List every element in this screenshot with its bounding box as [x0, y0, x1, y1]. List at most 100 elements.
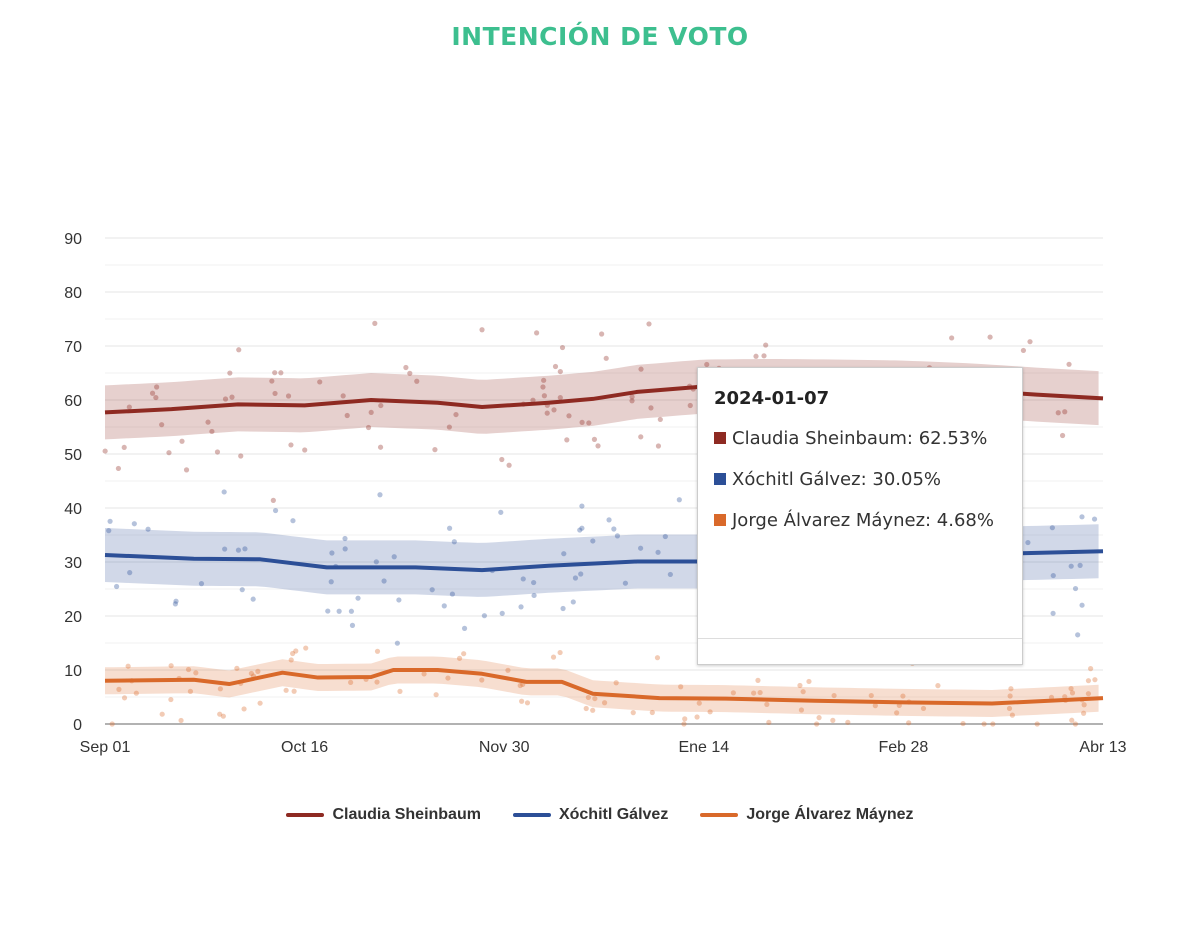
poll-point-maynez: [116, 686, 122, 693]
legend-item-galvez[interactable]: Xóchitl Gálvez: [512, 806, 668, 824]
poll-point-galvez: [579, 525, 585, 531]
poll-point-maynez: [1085, 678, 1092, 684]
poll-point-sheinbaum: [506, 462, 512, 468]
poll-point-maynez: [751, 690, 757, 696]
poll-point-galvez: [451, 539, 457, 545]
poll-point-galvez: [1072, 585, 1079, 592]
swatch-icon: [714, 514, 726, 526]
tooltip: 2024-01-07 Claudia Sheinbaum: 62.53% Xóc…: [697, 367, 1023, 665]
poll-point-sheinbaum: [591, 436, 598, 442]
poll-point-sheinbaum: [446, 424, 452, 430]
poll-point-sheinbaum: [655, 443, 662, 449]
poll-point-sheinbaum: [638, 366, 644, 372]
poll-point-sheinbaum: [377, 444, 384, 450]
poll-point-maynez: [168, 663, 174, 669]
poll-point-maynez: [906, 720, 912, 726]
poll-point-maynez: [682, 716, 688, 722]
poll-point-sheinbaum: [579, 419, 585, 425]
poll-point-sheinbaum: [344, 412, 350, 419]
poll-point-sheinbaum: [1059, 432, 1066, 439]
poll-point-galvez: [325, 608, 331, 614]
poll-point-sheinbaum: [603, 355, 609, 361]
poll-point-sheinbaum: [149, 390, 156, 396]
poll-point-maynez: [1081, 702, 1087, 708]
poll-point-maynez: [1069, 690, 1076, 696]
poll-point-maynez: [257, 700, 263, 706]
poll-point-sheinbaum: [586, 420, 592, 426]
poll-point-maynez: [193, 670, 199, 676]
poll-point-maynez: [524, 700, 531, 706]
poll-point-maynez: [234, 665, 240, 671]
poll-point-sheinbaum: [987, 334, 993, 340]
poll-point-sheinbaum: [222, 396, 229, 402]
poll-point-sheinbaum: [414, 378, 420, 384]
poll-point-sheinbaum: [638, 434, 644, 440]
legend: Claudia Sheinbaum Xóchitl Gálvez Jorge Á…: [0, 806, 1200, 824]
poll-point-sheinbaum: [753, 353, 759, 359]
poll-point-galvez: [531, 579, 537, 586]
poll-point-maynez: [178, 717, 184, 724]
poll-point-sheinbaum: [564, 437, 570, 443]
poll-point-sheinbaum: [557, 394, 563, 401]
poll-point-maynez: [830, 717, 836, 723]
poll-point-sheinbaum: [646, 321, 652, 327]
poll-point-maynez: [613, 680, 619, 686]
tooltip-item-galvez: Xóchitl Gálvez: 30.05%: [714, 466, 1006, 493]
swatch-icon: [714, 473, 726, 485]
poll-point-maynez: [894, 710, 900, 716]
poll-point-maynez: [557, 649, 563, 656]
poll-point-galvez: [145, 526, 151, 532]
poll-point-maynez: [121, 695, 128, 701]
poll-point-galvez: [1068, 563, 1074, 569]
poll-point-sheinbaum: [154, 384, 160, 390]
poll-point-sheinbaum: [1020, 347, 1027, 354]
poll-point-sheinbaum: [285, 393, 292, 399]
poll-point-maynez: [456, 655, 463, 661]
poll-point-maynez: [303, 645, 309, 651]
poll-point-maynez: [1081, 710, 1087, 716]
poll-point-galvez: [577, 527, 583, 533]
poll-point-galvez: [449, 591, 456, 597]
poll-point-maynez: [1085, 691, 1092, 697]
y-tick-label: 30: [64, 555, 82, 572]
poll-point-maynez: [397, 688, 403, 694]
poll-point-sheinbaum: [159, 422, 165, 428]
poll-point-galvez: [429, 587, 435, 593]
poll-point-sheinbaum: [629, 398, 635, 404]
poll-point-maynez: [283, 687, 289, 693]
poll-point-maynez: [1088, 666, 1094, 672]
poll-point-maynez: [872, 703, 878, 709]
poll-point-maynez: [585, 694, 591, 701]
legend-item-maynez[interactable]: Jorge Álvarez Máynez: [700, 806, 914, 824]
poll-point-sheinbaum: [534, 330, 540, 336]
poll-point-galvez: [560, 605, 566, 612]
poll-point-sheinbaum: [126, 404, 132, 410]
legend-line-icon: [512, 813, 551, 817]
poll-point-maynez: [1008, 686, 1014, 692]
poll-point-maynez: [764, 701, 770, 707]
poll-point-maynez: [255, 668, 261, 674]
poll-point-maynez: [125, 663, 131, 669]
poll-point-sheinbaum: [115, 465, 122, 472]
poll-point-maynez: [981, 721, 987, 727]
poll-point-sheinbaum: [236, 347, 242, 353]
poll-point-galvez: [1091, 516, 1098, 522]
poll-point-maynez: [935, 683, 941, 689]
poll-point-galvez: [127, 570, 133, 576]
poll-point-maynez: [517, 682, 523, 689]
poll-point-sheinbaum: [1062, 409, 1068, 415]
poll-point-galvez: [1077, 562, 1083, 568]
poll-point-sheinbaum: [551, 407, 557, 413]
poll-point-galvez: [578, 571, 584, 577]
poll-point-maynez: [187, 688, 194, 694]
poll-point-maynez: [445, 675, 451, 681]
poll-point-maynez: [421, 671, 427, 677]
poll-point-galvez: [221, 489, 227, 495]
poll-point-galvez: [396, 597, 402, 603]
poll-point-galvez: [381, 578, 387, 584]
poll-point-galvez: [498, 509, 504, 515]
tooltip-item-maynez: Jorge Álvarez Máynez: 4.68%: [714, 507, 1006, 534]
legend-item-sheinbaum[interactable]: Claudia Sheinbaum: [286, 806, 481, 824]
poll-point-maynez: [654, 655, 661, 661]
poll-point-maynez: [374, 648, 381, 654]
